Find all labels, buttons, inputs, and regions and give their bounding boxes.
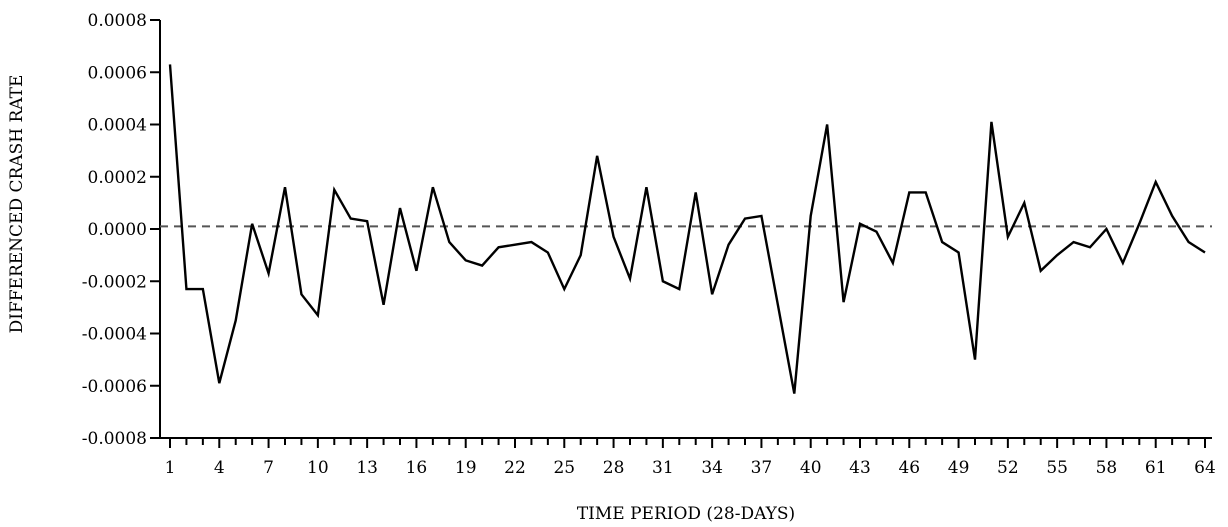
axes <box>159 20 1212 439</box>
x-tick-label: 34 <box>701 458 723 478</box>
x-axis-ticks: 1 4 7 10 13 16 19 22 25 28 31 34 37 40 43 46 49 52 55 58 61 6… <box>165 438 1216 478</box>
y-tick-label: -0.0002 <box>82 272 147 292</box>
y-axis-ticks: -0.0008 -0.0006 -0.0004 -0.0002 0.0000 0.0002… <box>82 11 160 449</box>
x-tick-label: 10 <box>307 458 329 478</box>
y-tick-label: 0.0006 <box>88 63 147 83</box>
x-tick-label: 52 <box>997 458 1019 478</box>
x-tick-label: 58 <box>1096 458 1118 478</box>
y-tick-label: -0.0006 <box>82 377 147 397</box>
x-tick-label: 40 <box>800 458 822 478</box>
x-tick-label: 22 <box>504 458 526 478</box>
x-tick-label: 19 <box>455 458 477 478</box>
x-tick-label: 7 <box>263 458 274 478</box>
y-axis-title: DIFFERENCED CRASH RATE <box>7 75 27 334</box>
x-tick-label: 37 <box>751 458 773 478</box>
x-tick-label: 46 <box>898 458 920 478</box>
x-tick-label: 4 <box>214 458 225 478</box>
y-tick-label: 0.0004 <box>88 116 147 136</box>
y-tick-label: -0.0004 <box>82 325 147 345</box>
x-tick-label: 64 <box>1194 458 1216 478</box>
x-tick-label: 13 <box>356 458 378 478</box>
x-tick-label: 61 <box>1145 458 1167 478</box>
x-axis-title: TIME PERIOD (28-DAYS) <box>577 504 795 524</box>
x-tick-label: 16 <box>406 458 428 478</box>
x-tick-label: 43 <box>849 458 871 478</box>
x-tick-label: 31 <box>652 458 674 478</box>
x-tick-label: 25 <box>553 458 575 478</box>
series-line-0 <box>168 64 1206 394</box>
y-tick-label: 0.0008 <box>88 11 147 31</box>
y-tick-label: 0.0002 <box>88 168 147 188</box>
x-tick-label: 55 <box>1046 458 1068 478</box>
x-tick-label: 1 <box>165 458 176 478</box>
x-tick-label: 28 <box>603 458 625 478</box>
y-tick-label: 0.0000 <box>88 220 147 240</box>
y-tick-label: -0.0008 <box>82 429 147 449</box>
x-tick-label: 49 <box>948 458 970 478</box>
series-group <box>168 64 1206 394</box>
